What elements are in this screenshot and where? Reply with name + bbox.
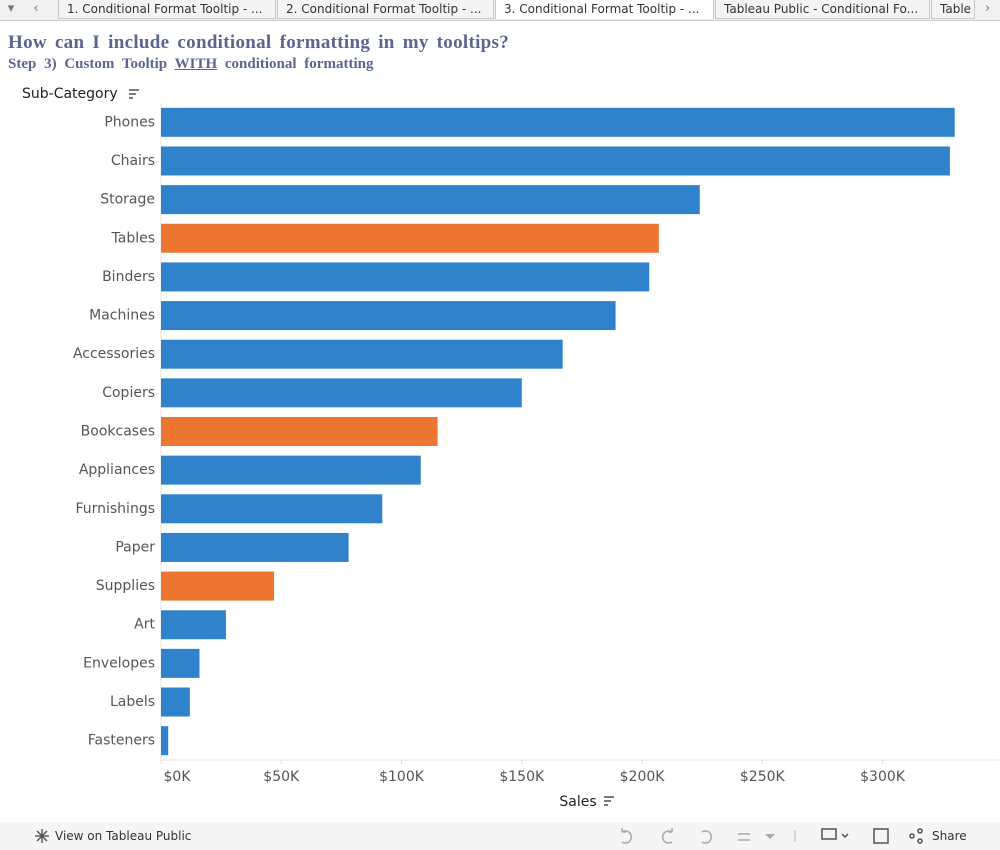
y-tick-label: Binders [102,269,155,285]
bar[interactable] [161,107,955,137]
bar[interactable] [161,648,200,678]
bar[interactable] [161,726,169,756]
tab[interactable]: Tableau Public - Conditional Fo... [715,0,930,19]
title: How can I include conditional formatting… [8,32,510,53]
bar[interactable] [161,301,616,331]
y-tick-label: Furnishings [75,501,155,517]
tab[interactable]: 2. Conditional Format Tooltip - ... [277,0,494,19]
toolbar-icons [621,828,923,844]
subtitle: Step 3) Custom Tooltip WITH conditional … [8,56,373,73]
y-tick-label: Art [134,617,155,633]
bar[interactable] [161,455,421,485]
y-tick-label: Machines [89,308,155,324]
y-tick-label: Supplies [96,578,155,594]
bar[interactable] [161,262,650,292]
y-tick-label: Phones [104,114,155,130]
bar[interactable] [161,532,349,562]
subtitle-emphasis: WITH [174,56,218,72]
chart: Sub-Category Sales $0K $50K $100K $150K $200… [22,86,998,810]
sort-icon[interactable] [604,796,614,806]
y-tick-label: Copiers [102,385,155,401]
view-on-public[interactable]: View on Tableau Public [55,829,192,843]
bar[interactable] [161,378,522,408]
x-axis-title: Sales [559,794,596,810]
bar[interactable] [161,687,190,717]
y-axis-title: Sub-Category [22,86,118,102]
y-tick-label: Labels [110,694,155,710]
x-tick-label: $300K [860,769,906,785]
tab-bar: 1. Conditional Format Tooltip - ... 2. Co… [0,0,1000,21]
y-tick-label: Accessories [73,346,155,362]
y-tick-label: Envelopes [83,655,155,671]
tab-nav[interactable]: ▾ [7,1,15,16]
subtitle-suffix: conditional formatting [224,56,374,72]
x-tick-label: $100K [379,769,425,785]
x-tick-label: $0K [164,769,192,785]
bar[interactable] [161,417,438,446]
bar[interactable] [161,610,226,640]
x-tick-label: $200K [620,769,666,785]
tab[interactable]: Table [931,0,975,19]
x-tick-label: $150K [499,769,545,785]
y-tick-label: Appliances [79,462,155,478]
tableau-icon [35,829,49,843]
bar[interactable] [161,146,950,176]
y-tick-label: Tables [111,230,156,246]
bar[interactable] [161,223,659,253]
tab-nav[interactable]: ‹ [33,1,39,16]
x-tick-label: $250K [740,769,786,785]
bar[interactable] [161,571,275,601]
y-tick-label: Bookcases [81,424,155,440]
toolbar: View on Tableau Public Share [0,822,1000,850]
y-tick-label: Fasteners [88,733,155,749]
x-tick-label: $50K [263,769,300,785]
bar[interactable] [161,494,383,524]
tab[interactable]: 3. Conditional Format Tooltip - ... [495,0,714,19]
tab[interactable]: 1. Conditional Format Tooltip - ... [58,0,276,19]
sort-icon[interactable] [129,89,139,99]
y-tick-label: Paper [115,539,155,555]
share-button[interactable]: Share [932,829,967,843]
tab-nav[interactable]: › [984,1,991,16]
y-tick-label: Storage [100,192,155,208]
y-tick-label: Chairs [111,153,155,169]
subtitle-prefix: Step 3) Custom Tooltip [8,56,168,72]
bar[interactable] [161,185,700,215]
bar[interactable] [161,339,563,369]
